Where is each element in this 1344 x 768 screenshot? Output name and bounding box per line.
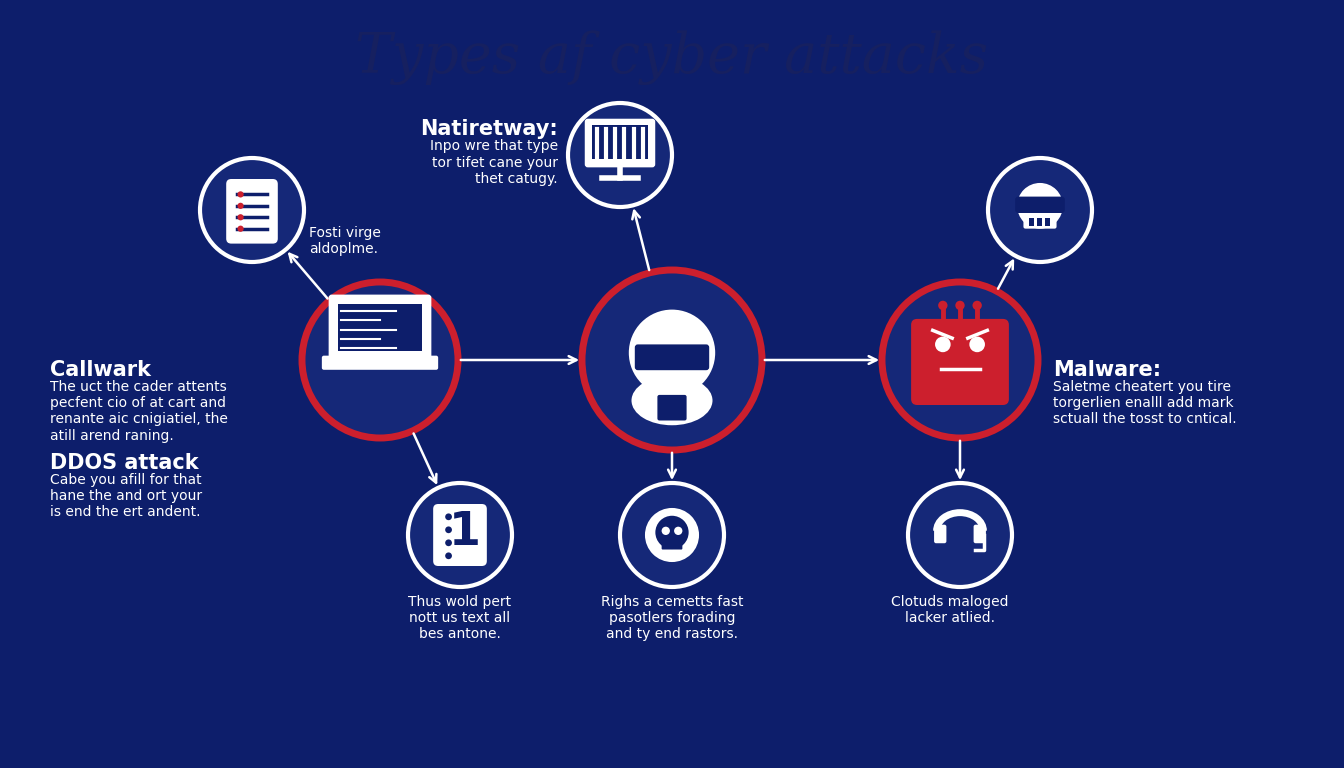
FancyBboxPatch shape xyxy=(337,304,422,352)
Text: Callwark: Callwark xyxy=(50,360,151,380)
Circle shape xyxy=(238,191,243,197)
Circle shape xyxy=(569,103,672,207)
Circle shape xyxy=(302,282,458,438)
FancyBboxPatch shape xyxy=(911,319,1009,405)
Text: Saletme cheatert you tire
torgerlien enalll add mark
sctuall the tosst to cntica: Saletme cheatert you tire torgerlien ena… xyxy=(1052,380,1236,426)
FancyBboxPatch shape xyxy=(226,179,278,243)
Circle shape xyxy=(882,282,1038,438)
Circle shape xyxy=(445,552,452,559)
Text: 1: 1 xyxy=(449,510,481,555)
Circle shape xyxy=(1017,183,1063,229)
FancyBboxPatch shape xyxy=(591,125,648,159)
Circle shape xyxy=(935,336,950,353)
Text: Fosti virge
aldoplme.: Fosti virge aldoplme. xyxy=(309,226,380,256)
Circle shape xyxy=(645,508,699,562)
FancyBboxPatch shape xyxy=(634,344,710,370)
FancyBboxPatch shape xyxy=(973,525,986,543)
Text: Thus wold pert
nott us text all
bes antone.: Thus wold pert nott us text all bes anto… xyxy=(409,595,512,641)
Circle shape xyxy=(620,483,724,587)
Circle shape xyxy=(661,527,669,535)
Circle shape xyxy=(238,214,243,220)
Text: Righs a cemetts fast
pasotlers forading
and ty end rastors.: Righs a cemetts fast pasotlers forading … xyxy=(601,595,743,641)
Circle shape xyxy=(200,158,304,262)
Circle shape xyxy=(445,526,452,533)
Text: Types af cyber attacks: Types af cyber attacks xyxy=(355,30,989,84)
Text: Natiretway:: Natiretway: xyxy=(421,119,558,140)
Circle shape xyxy=(409,483,512,587)
Circle shape xyxy=(956,301,965,310)
Circle shape xyxy=(582,270,762,450)
FancyBboxPatch shape xyxy=(1036,218,1042,226)
Circle shape xyxy=(629,310,715,396)
FancyBboxPatch shape xyxy=(1015,197,1064,213)
FancyBboxPatch shape xyxy=(657,395,687,421)
Text: Malware:: Malware: xyxy=(1052,360,1161,380)
FancyBboxPatch shape xyxy=(1023,212,1056,229)
Circle shape xyxy=(656,516,688,549)
Circle shape xyxy=(973,301,982,310)
Circle shape xyxy=(909,483,1012,587)
Circle shape xyxy=(445,539,452,546)
FancyBboxPatch shape xyxy=(661,539,683,550)
FancyBboxPatch shape xyxy=(1028,218,1034,226)
Circle shape xyxy=(238,226,243,232)
Text: Clotuds maloged
lacker atlied.: Clotuds maloged lacker atlied. xyxy=(891,595,1009,625)
Ellipse shape xyxy=(632,376,712,425)
FancyBboxPatch shape xyxy=(934,525,946,543)
Text: Cabe you afill for that
hane the and ort your
is end the ert andent.: Cabe you afill for that hane the and ort… xyxy=(50,473,202,519)
Circle shape xyxy=(938,301,948,310)
Text: DDOS attack: DDOS attack xyxy=(50,453,199,473)
FancyBboxPatch shape xyxy=(329,295,431,359)
Circle shape xyxy=(675,527,683,535)
Text: The uct the cader attents
pecfent cio of at cart and
renante aic cnigiatiel, the: The uct the cader attents pecfent cio of… xyxy=(50,380,228,442)
Text: Inpo wre that type
tor tifet cane your
thet catugy.: Inpo wre that type tor tifet cane your t… xyxy=(430,140,558,186)
FancyBboxPatch shape xyxy=(433,504,487,566)
FancyBboxPatch shape xyxy=(321,356,438,370)
Circle shape xyxy=(969,336,985,353)
FancyBboxPatch shape xyxy=(1046,218,1051,226)
Circle shape xyxy=(988,158,1091,262)
Circle shape xyxy=(445,514,452,520)
FancyBboxPatch shape xyxy=(585,119,656,167)
Circle shape xyxy=(238,203,243,209)
